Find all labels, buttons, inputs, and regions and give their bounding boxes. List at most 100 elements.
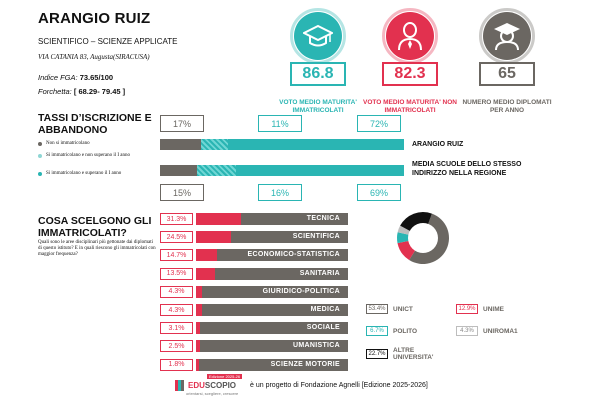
eduscopio-logo-text: EDUSCOPIO (188, 381, 236, 390)
bar-seg-dropout (201, 139, 229, 150)
choice-row: 31.3% TECNICA (160, 213, 348, 225)
choice-bar-fill (196, 358, 199, 371)
school-not-enrolled-pct: 17% (160, 115, 204, 132)
choice-pct: 24.5% (160, 231, 193, 244)
stat-immatricolati: 86.8 VOTO MEDIO MATURITA' IMMATRICOLATI (270, 8, 366, 117)
region-dropout-pct: 16% (258, 184, 302, 201)
uni-label-altre: ALTRE UNIVERSITA' (393, 347, 434, 361)
choice-pct: 3.1% (160, 322, 193, 335)
stat-value-non-immatricolati: 82.3 (382, 62, 438, 86)
uni-label-unict: UNICT (393, 305, 413, 313)
choice-bar: MEDICA (196, 304, 348, 316)
uni-legend-altre: 22.7% ALTRE UNIVERSITA' (366, 347, 433, 361)
choices-title: COSA SCELGONO GLI IMMATRICOLATI? (38, 215, 151, 239)
choice-label: GIURIDICO-POLITICA (262, 287, 340, 295)
choice-label: TECNICA (306, 215, 340, 222)
school-dropout-pct: 11% (258, 115, 302, 132)
choice-row: 4.3% GIURIDICO-POLITICA (160, 285, 348, 298)
choice-bar: GIURIDICO-POLITICA (196, 285, 348, 298)
choice-pct: 31.3% (160, 213, 193, 225)
choice-bar: SOCIALE (196, 322, 348, 335)
choice-pct: 4.3% (160, 285, 193, 298)
uni-legend-unime: 12.9% UNIME (456, 304, 504, 314)
uni-pct-polito: 6.7% (366, 326, 388, 336)
legend-pass: Si immatricolano e superano il I anno (38, 171, 146, 177)
choice-bar: TECNICA (196, 213, 348, 225)
legend-dot-light-teal (38, 154, 42, 158)
uni-legend-unict: 53.4% UNICT (366, 304, 413, 314)
choice-row: 4.3% MEDICA (160, 304, 348, 316)
range-label: Forchetta: (38, 87, 72, 96)
choice-pct: 14.7% (160, 249, 193, 262)
legend-dot-gray (38, 142, 42, 146)
bar-seg-not-enrolled (160, 165, 197, 176)
choice-label: SANITARIA (299, 269, 340, 277)
stat-label-immatricolati: VOTO MEDIO MATURITA' IMMATRICOLATI (279, 99, 357, 114)
range-value: [ 68.29- 79.45 ] (73, 87, 126, 96)
brand-edu: EDU (188, 381, 205, 390)
enrollment-title-line1: TASSI D’ISCRIZIONE E (38, 112, 152, 124)
legend-label: Si immatricolano e non superano il I ann… (46, 153, 131, 158)
stat-non-immatricolati: 82.3 VOTO MEDIO MATURITA' NON IMMATRICOL… (362, 8, 458, 117)
uni-label-unime: UNIME (483, 305, 504, 313)
choice-row: 3.1% SOCIALE (160, 322, 348, 335)
uni-pct-unime: 12.9% (456, 304, 478, 314)
person-tie-icon (382, 8, 438, 64)
choice-pct: 1.8% (160, 358, 193, 371)
choice-row: 14.7% ECONOMICO-STATISTICA (160, 249, 348, 262)
school-address: VIA CATANIA 83, Augusta(SIRACUSA) (38, 53, 150, 61)
choice-bar-fill (196, 213, 241, 225)
legend-dot-teal (38, 172, 42, 176)
graduate-avatar-icon (479, 8, 535, 64)
uni-legend-uniroma1: 4.3% UNIROMA1 (456, 326, 518, 336)
donut-hole (408, 223, 438, 253)
brand-tagline: orientarsi, scegliere, crescere (186, 391, 239, 396)
stat-value-diplomati: 65 (479, 62, 535, 86)
choices-title-line1: COSA SCELGONO GLI (38, 215, 152, 227)
brand-scopio: SCOPIO (204, 381, 237, 390)
choices-title-line2: IMMATRICOLATI? (38, 227, 127, 239)
choice-bar-fill (196, 304, 203, 316)
bar-seg-dropout (196, 165, 236, 176)
choice-bar: SANITARIA (196, 267, 348, 280)
uni-pct-unict: 53.4% (366, 304, 388, 314)
choice-bar-fill (196, 231, 232, 244)
region-not-enrolled-pct: 15% (160, 184, 204, 201)
region-pass-pct: 69% (357, 184, 401, 201)
school-pass-pct: 72% (357, 115, 401, 132)
region-enrollment-bar (160, 165, 404, 176)
choice-row: 24.5% SCIENTIFICA (160, 231, 348, 244)
legend-not-enrolled: Non si immatricolano (38, 141, 146, 147)
fga-index: Indice FGA: 73.65/100 (38, 73, 113, 82)
stat-label-diplomati: NUMERO MEDIO DIPLOMATI PER ANNO (462, 99, 552, 114)
school-row-label: ARANGIO RUIZ (412, 141, 464, 148)
choice-bar-fill (196, 249, 218, 262)
bar-seg-pass (228, 139, 404, 150)
choice-row: 1.8% SCIENZE MOTORIE (160, 358, 348, 371)
school-type: SCIENTIFICO – SCIENZE APPLICATE (38, 37, 178, 46)
edition-badge: Edizione 2025-26 (207, 374, 243, 379)
choice-label: UMANISTICA (293, 342, 340, 350)
footer: EDUSCOPIO è un progetto di Fondazione Ag… (175, 380, 428, 391)
choice-label: ECONOMICO-STATISTICA (247, 251, 340, 259)
stat-value-immatricolati: 86.8 (290, 62, 346, 86)
choice-bar-fill (196, 322, 201, 335)
fga-label: Indice FGA: (38, 73, 78, 82)
stat-label-non-immatricolati: VOTO MEDIO MATURITA' NON IMMATRICOLATI (363, 99, 457, 114)
fga-range: Forchetta: [ 68.29- 79.45 ] (38, 87, 125, 96)
choice-label: MEDICA (310, 306, 340, 313)
choice-bar-fill (196, 340, 200, 353)
legend-label: Si immatricolano e superano il I anno (46, 171, 122, 176)
uni-pct-altre: 22.7% (366, 349, 388, 359)
choice-bar: SCIENZE MOTORIE (196, 358, 348, 371)
choice-row: 13.5% SANITARIA (160, 267, 348, 280)
footer-text: è un progetto di Fondazione Agnelli [Edi… (250, 382, 428, 389)
choice-bar: SCIENTIFICA (196, 231, 348, 244)
choice-row: 2.5% UMANISTICA (160, 340, 348, 353)
choice-label: SCIENTIFICA (292, 233, 340, 241)
fga-value: 73.65/100 (79, 73, 114, 82)
choice-bar-fill (196, 285, 203, 298)
uni-pct-uniroma1: 4.3% (456, 326, 478, 336)
enrollment-title-line2: ABBANDONO (38, 124, 108, 136)
choice-pct: 2.5% (160, 340, 193, 353)
